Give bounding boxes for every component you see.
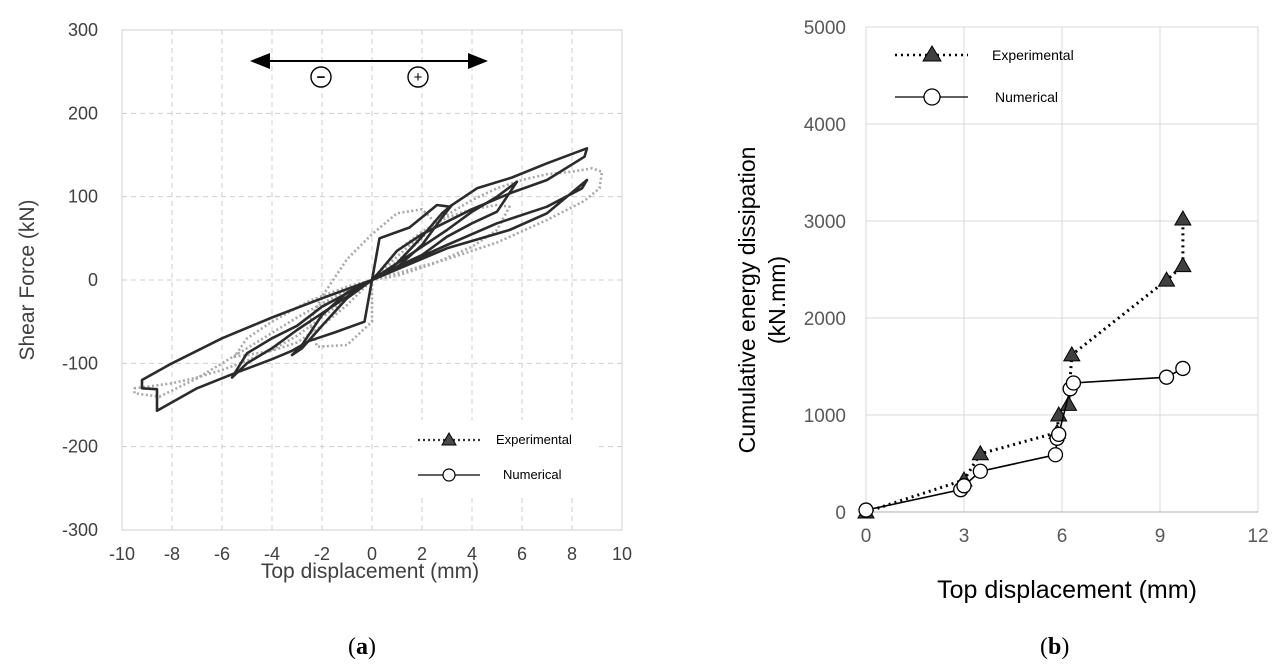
x-tick-label: 4 <box>467 544 477 564</box>
experimental-point <box>1174 256 1192 273</box>
numerical-point <box>1051 426 1067 443</box>
x-tick-label: -10 <box>109 544 135 564</box>
chart-a-legend-box <box>412 420 598 498</box>
y-tick-label: -200 <box>62 437 98 457</box>
chart-a-panel-label: (a) <box>348 634 376 660</box>
chart-b-x-tick-labels: 0 3 6 9 12 <box>861 526 1269 547</box>
y-tick-label: 2000 <box>804 309 846 330</box>
y-tick-label: 5000 <box>804 18 846 39</box>
chart-b-x-axis-label: Top displacement (mm) <box>937 576 1197 604</box>
experimental-point <box>1062 345 1081 362</box>
triangle-marker-icon <box>441 432 457 446</box>
chart-b-y-tick-labels: 0 1000 2000 3000 4000 5000 <box>804 18 846 524</box>
y-tick-label: 0 <box>835 503 846 524</box>
panel-b-letter: b <box>1048 634 1061 660</box>
x-tick-label: -8 <box>164 544 180 564</box>
x-tick-label: -6 <box>214 544 230 564</box>
hysteresis-chart: -10 -8 -6 -4 -2 0 2 4 6 8 10 -300 -200 -100 0 100 200 30… <box>16 20 632 660</box>
x-tick-label: 0 <box>367 544 377 564</box>
x-tick-label: 0 <box>861 526 872 547</box>
x-tick-label: 10 <box>612 544 632 564</box>
y-tick-label: 3000 <box>804 212 846 233</box>
x-tick-label: -4 <box>264 544 280 564</box>
y-tick-label: -100 <box>62 353 98 373</box>
chart-b-y-axis-label-line-1: Cumulative energy dissipation <box>734 147 760 454</box>
x-tick-label: 3 <box>959 526 970 547</box>
chart-b-panel-label: (b) <box>1040 634 1069 660</box>
x-tick-label: 9 <box>1155 526 1166 547</box>
experimental-point <box>1059 395 1078 411</box>
y-tick-label: 0 <box>88 270 98 290</box>
legend-b-experimental-label: Experimental <box>992 47 1074 63</box>
numerical-line <box>865 367 1184 511</box>
chart-b-series <box>857 210 1192 519</box>
experimental-point <box>971 444 990 461</box>
circle-marker-icon <box>923 88 941 106</box>
chart-b-y-axis-label-line-2: (kN.mm) <box>764 256 790 344</box>
y-tick-label: 100 <box>68 187 98 207</box>
numerical-point <box>1047 447 1064 463</box>
minus-sign: − <box>317 69 326 86</box>
y-tick-label: 4000 <box>804 115 846 136</box>
numerical-point <box>956 478 972 494</box>
numerical-point <box>972 463 988 479</box>
plus-sign: + <box>414 69 423 86</box>
y-tick-label: 200 <box>68 103 98 123</box>
energy-dissipation-chart: 0 3 6 9 12 0 1000 2000 3000 4000 5000 Experimenta… <box>734 18 1269 660</box>
chart-a-legend: Experimental Numerical <box>412 420 598 498</box>
triangle-marker-icon <box>922 45 942 62</box>
x-tick-label: 12 <box>1247 526 1268 547</box>
legend-experimental-label: Experimental <box>496 432 572 447</box>
chart-a-y-tick-labels: -300 -200 -100 0 100 200 300 <box>62 20 98 540</box>
x-tick-label: 2 <box>417 544 427 564</box>
panel-b-close: ) <box>1061 634 1069 660</box>
numerical-point <box>858 502 874 518</box>
numerical-point <box>1158 369 1175 385</box>
panel-a-close: ) <box>368 634 376 660</box>
numerical-point <box>1175 360 1191 377</box>
arrow-head-right <box>468 53 488 69</box>
legend-numerical-label: Numerical <box>503 467 562 482</box>
y-tick-label: -300 <box>62 520 98 540</box>
chart-a-x-axis-label: Top displacement (mm) <box>261 560 479 583</box>
circle-marker-icon <box>442 468 456 482</box>
arrow-head-left <box>250 53 270 69</box>
panel-a-letter: a <box>356 634 368 660</box>
x-tick-label: -2 <box>314 544 330 564</box>
x-tick-label: 6 <box>517 544 527 564</box>
loading-direction-arrow: − + <box>250 53 488 88</box>
x-tick-label: 6 <box>1057 526 1068 547</box>
y-tick-label: 300 <box>68 20 98 40</box>
y-tick-label: 1000 <box>804 406 846 427</box>
numerical-hysteresis-loop <box>371 178 589 282</box>
minus-sign-circle <box>310 66 332 88</box>
experimental-point <box>1174 210 1192 226</box>
x-tick-label: 8 <box>567 544 577 564</box>
chart-a-x-tick-labels: -10 -8 -6 -4 -2 0 2 4 6 8 10 <box>109 544 632 564</box>
chart-b-legend: Experimental Numerical <box>895 45 1074 106</box>
experimental-line <box>865 219 1185 514</box>
panel-b-open: ( <box>1040 634 1048 660</box>
plus-sign-circle <box>407 66 429 88</box>
chart-a-series <box>133 147 604 413</box>
legend-b-numerical-label: Numerical <box>995 89 1058 105</box>
chart-a-y-axis-label: Shear Force (kN) <box>16 199 39 360</box>
experimental-point <box>1157 271 1176 287</box>
numerical-point <box>1065 375 1082 391</box>
panel-a-open: ( <box>348 634 356 660</box>
